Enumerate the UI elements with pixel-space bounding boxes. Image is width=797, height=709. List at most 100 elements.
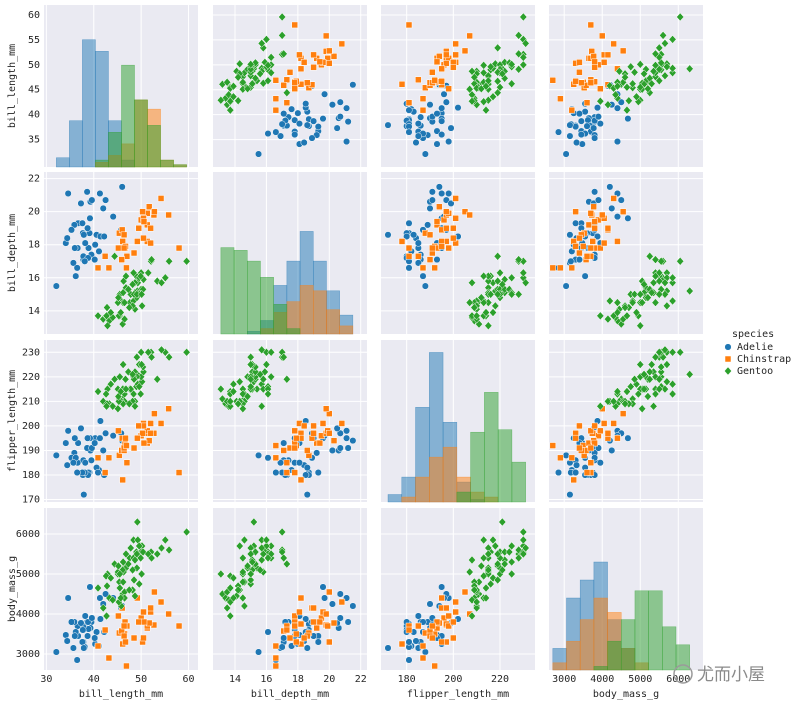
point [415, 622, 422, 630]
point [151, 588, 158, 596]
point [72, 272, 80, 280]
point [421, 648, 429, 656]
point [280, 110, 288, 118]
point [676, 12, 685, 22]
point [139, 208, 146, 215]
point [119, 476, 126, 484]
point [322, 32, 330, 40]
point [604, 51, 612, 59]
point [115, 372, 124, 382]
point [129, 268, 138, 278]
point [426, 204, 434, 212]
point [243, 392, 252, 401]
point [103, 303, 111, 312]
point [310, 422, 317, 430]
point [655, 384, 664, 394]
point [466, 32, 473, 40]
point [138, 301, 147, 311]
point [521, 543, 530, 553]
point [590, 53, 597, 60]
point [264, 60, 272, 70]
point [255, 451, 263, 459]
point [157, 278, 166, 288]
hist-bar [160, 159, 174, 168]
y-tick-label: 170 [22, 495, 40, 506]
point [280, 634, 288, 642]
point [429, 244, 436, 252]
point [589, 238, 596, 245]
point [130, 575, 138, 585]
point [647, 79, 656, 89]
hist-bar [121, 64, 135, 168]
point [676, 347, 685, 357]
point [661, 384, 669, 394]
x-tick-label: 200 [444, 674, 462, 685]
point [52, 451, 60, 459]
point [403, 232, 411, 241]
point [591, 188, 599, 196]
point [461, 588, 469, 596]
point [479, 535, 488, 545]
point [294, 109, 302, 117]
point [419, 654, 427, 662]
point [640, 384, 648, 394]
point [590, 203, 597, 210]
point [452, 598, 459, 606]
point [598, 211, 606, 219]
point [229, 593, 238, 603]
point [330, 619, 338, 627]
x-axis-label: bill_depth_mm [251, 689, 329, 700]
point [64, 594, 72, 602]
point [62, 631, 70, 639]
point [514, 49, 523, 59]
point [223, 77, 232, 87]
point [321, 594, 329, 602]
point [608, 204, 616, 212]
point [489, 92, 497, 102]
point [96, 189, 104, 198]
point [114, 293, 123, 303]
point [326, 47, 333, 55]
point [282, 88, 291, 98]
point [596, 401, 605, 411]
point [304, 447, 311, 454]
point [438, 243, 445, 250]
point [147, 255, 156, 264]
y-tick-label: 35 [28, 135, 40, 146]
point [414, 259, 422, 267]
point [103, 321, 112, 331]
y-tick-label: 60 [28, 10, 40, 21]
point [655, 276, 664, 286]
point [108, 401, 117, 411]
point [277, 132, 285, 140]
point [519, 52, 528, 62]
point [283, 99, 291, 106]
point [431, 77, 438, 84]
point [128, 369, 137, 379]
point [623, 82, 631, 92]
point [655, 289, 664, 299]
point [80, 644, 88, 652]
point [80, 231, 88, 239]
x-tick-label: 20 [323, 674, 335, 685]
point [433, 110, 441, 118]
x-tick-label: 40 [88, 674, 100, 685]
point [122, 434, 129, 442]
panel [44, 340, 198, 502]
point [147, 420, 154, 427]
point [88, 614, 96, 622]
point [229, 573, 238, 583]
point [610, 195, 617, 202]
point [140, 634, 147, 642]
hist-bar [675, 644, 690, 671]
point [279, 352, 288, 362]
point [71, 632, 79, 640]
point [579, 243, 587, 250]
point [405, 106, 413, 114]
point [668, 273, 677, 283]
point [507, 59, 516, 69]
point [283, 76, 291, 84]
point [251, 73, 260, 83]
x-tick-label: 60 [182, 674, 194, 685]
point [655, 43, 664, 53]
